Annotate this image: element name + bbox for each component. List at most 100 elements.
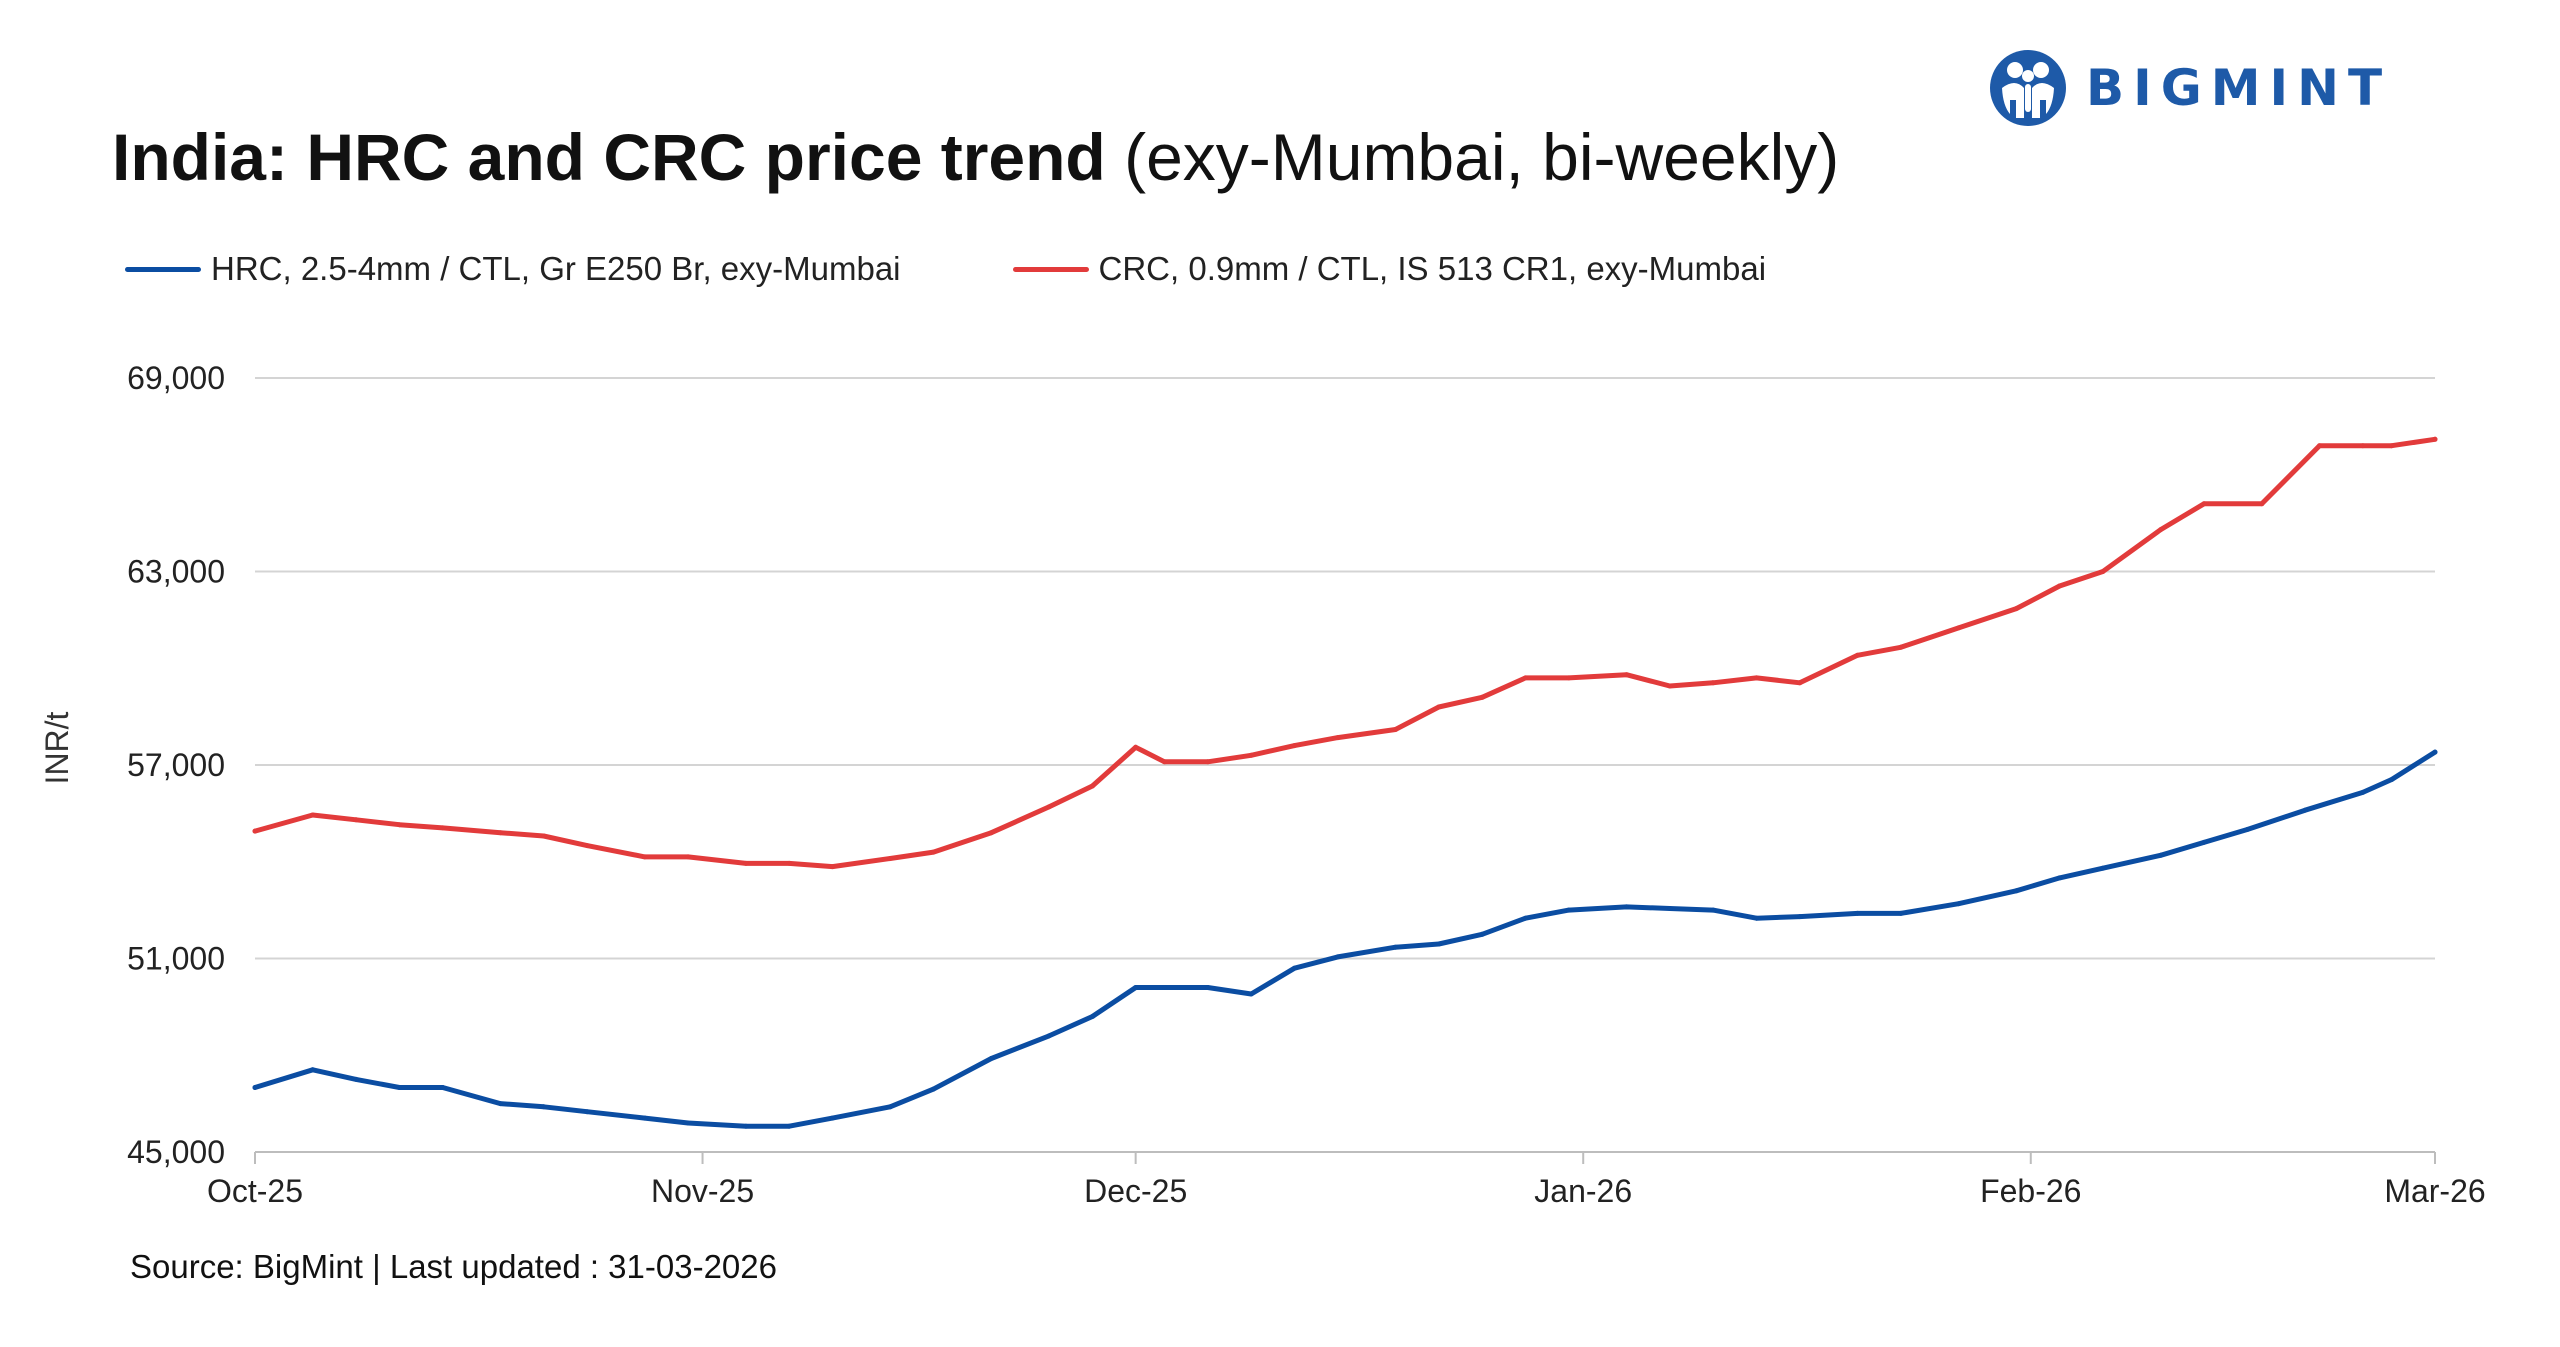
crc-data-point	[1046, 804, 1052, 810]
crc-data-point	[2013, 606, 2019, 612]
legend-item-crc: CRC, 0.9mm / CTL, IS 513 CR1, exy-Mumbai	[1012, 250, 1766, 288]
crc-data-point	[541, 833, 547, 839]
hrc-data-point	[584, 1109, 590, 1115]
hrc-data-point	[252, 1085, 258, 1090]
crc-data-point	[2201, 501, 2207, 507]
hrc-data-point	[396, 1085, 402, 1090]
crc-data-point	[1248, 752, 1254, 758]
crc-data-point	[1624, 672, 1629, 678]
hrc-data-point	[1089, 1014, 1095, 1019]
hrc-data-point	[1754, 915, 1759, 921]
legend-swatch-hrc	[125, 266, 201, 272]
x-tick-label: Oct-25	[207, 1173, 303, 1209]
hrc-data-point	[1393, 944, 1398, 950]
crc-data-point	[1162, 759, 1167, 765]
brand-name: BIGMINT	[2086, 59, 2392, 117]
bigmint-people-logo-icon	[1990, 50, 2066, 126]
crc-data-point	[786, 860, 792, 866]
crc-data-point	[2100, 569, 2106, 574]
source-note: Source: BigMint | Last updated : 31-03-2…	[130, 1248, 777, 1285]
crc-data-point	[1436, 704, 1442, 710]
crc-data-point	[642, 854, 648, 860]
hrc-data-point	[2057, 875, 2063, 881]
crc-data-point	[743, 860, 749, 866]
hrc-data-point	[1523, 915, 1528, 921]
crc-data-point	[497, 830, 503, 836]
y-tick-label: 63,000	[127, 554, 225, 590]
hrc-data-point	[1624, 904, 1629, 910]
hrc-data-point	[497, 1101, 503, 1107]
legend-item-hrc: HRC, 2.5-4mm / CTL, Gr E250 Br, exy-Mumb…	[125, 250, 901, 288]
crc-data-point	[1292, 743, 1297, 749]
series-lines	[252, 436, 2438, 1129]
legend-label-hrc: HRC, 2.5-4mm / CTL, Gr E250 Br, exy-Mumb…	[211, 250, 901, 287]
hrc-data-point	[1248, 991, 1254, 997]
hrc-data-point	[2158, 852, 2164, 858]
hrc-data-point	[1855, 910, 1860, 916]
hrc-data-point	[988, 1056, 994, 1061]
brand-logo: BIGMINT	[1988, 48, 2391, 128]
crc-data-point	[310, 812, 316, 818]
hrc-data-point	[887, 1104, 893, 1110]
crc-data-point	[1855, 652, 1860, 658]
hrc-data-point	[2389, 777, 2395, 782]
crc-data-point	[1089, 783, 1095, 789]
crc-data-point	[252, 828, 258, 834]
hrc-data-point	[1956, 901, 1962, 907]
crc-data-point	[1667, 683, 1673, 689]
hrc-data-point	[1566, 907, 1572, 913]
crc-data-point	[440, 825, 446, 831]
hrc-series-line	[252, 749, 2438, 1129]
crc-data-point	[1566, 675, 1572, 681]
hrc-data-point	[1667, 906, 1673, 911]
hrc-data-point	[1133, 985, 1139, 990]
crc-data-point	[931, 849, 936, 855]
hrc-data-point	[2201, 839, 2207, 845]
crc-data-point	[830, 864, 835, 870]
crc-data-point	[1335, 735, 1341, 741]
x-tick-label: Mar-26	[2384, 1173, 2485, 1209]
crc-data-point	[685, 854, 691, 860]
x-tick-label: Nov-25	[651, 1173, 754, 1209]
crc-data-point	[1797, 680, 1803, 686]
chart-legend: HRC, 2.5-4mm / CTL, Gr E250 Br, exy-Mumb…	[125, 244, 1766, 294]
crc-data-point	[1205, 759, 1211, 765]
crc-data-point	[2360, 443, 2366, 449]
axes: 45,000 51,000 57,000 63,000 69,000 Oct-25 Nov-…	[127, 360, 2486, 1209]
y-tick-label: 69,000	[127, 360, 225, 396]
hrc-data-point	[440, 1085, 446, 1090]
hrc-data-point	[541, 1104, 547, 1110]
crc-data-point	[1956, 625, 1962, 631]
hrc-data-point	[2244, 827, 2250, 832]
crc-data-point	[584, 843, 590, 849]
hrc-data-point	[685, 1120, 691, 1126]
crc-data-point	[2432, 436, 2438, 442]
y-axis-label: INR/t	[39, 711, 75, 784]
crc-data-point	[1710, 680, 1716, 686]
x-tick-label: Feb-26	[1980, 1173, 2081, 1209]
crc-data-point	[2317, 443, 2322, 449]
crc-data-point	[887, 856, 893, 861]
y-tick-label: 57,000	[127, 747, 225, 783]
hrc-data-point	[1898, 910, 1904, 916]
crc-data-point	[1754, 675, 1759, 681]
chart-title: India: HRC and CRC price trend (exy-Mumb…	[112, 112, 1839, 202]
crc-data-point	[1898, 644, 1904, 650]
hrc-data-point	[2013, 888, 2019, 894]
crc-data-point	[2057, 583, 2063, 589]
hrc-data-point	[1797, 914, 1803, 920]
x-tick-label: Jan-26	[1534, 1173, 1632, 1209]
crc-data-point	[1133, 744, 1139, 750]
hrc-data-point	[2100, 865, 2106, 871]
hrc-data-point	[1710, 907, 1716, 913]
hrc-data-point	[1162, 985, 1167, 990]
hrc-data-point	[1479, 931, 1485, 937]
hrc-data-point	[1436, 941, 1442, 947]
hrc-data-point	[642, 1115, 648, 1121]
hrc-data-point	[2360, 789, 2366, 795]
hrc-data-point	[353, 1076, 359, 1082]
legend-swatch-crc	[1012, 266, 1089, 272]
hrc-data-point	[743, 1123, 749, 1129]
hrc-data-point	[1205, 985, 1211, 990]
